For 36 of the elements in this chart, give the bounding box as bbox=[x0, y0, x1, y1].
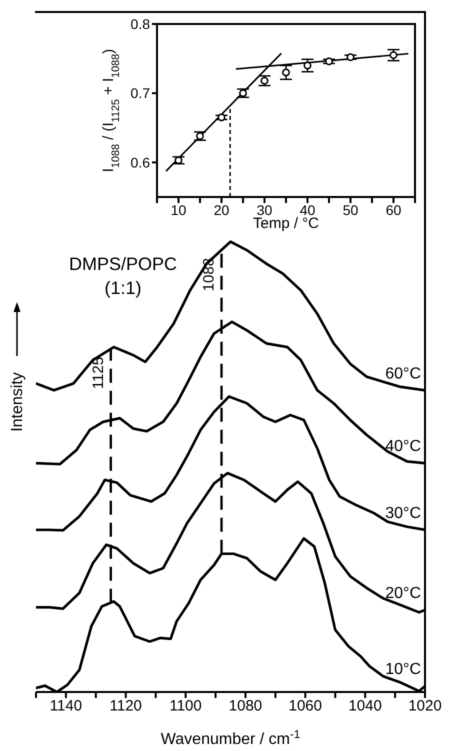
point bbox=[196, 132, 204, 140]
series-label: 20°C bbox=[385, 585, 421, 602]
x-tick-label: 1040 bbox=[348, 698, 382, 715]
series-label: 40°C bbox=[385, 438, 421, 456]
point bbox=[390, 51, 398, 60]
x-tick-label: 10 bbox=[170, 202, 186, 218]
x-tick-label: 1120 bbox=[110, 698, 142, 715]
point bbox=[239, 89, 247, 98]
point bbox=[304, 62, 312, 70]
point bbox=[282, 68, 290, 76]
x-tick-label: 50 bbox=[342, 202, 358, 218]
annotation: DMPS/POPC (1:1) bbox=[68, 253, 178, 300]
y-axis-title: Intensity bbox=[9, 372, 26, 432]
x-tick-label: 1080 bbox=[228, 698, 262, 715]
x-tick-label: 1100 bbox=[169, 698, 202, 715]
y-tick-label: 0.6 bbox=[130, 154, 150, 170]
x-tick-label: 1140 bbox=[50, 698, 82, 715]
point bbox=[174, 156, 182, 164]
x-tick-label: 1020 bbox=[408, 698, 442, 715]
x-axis-title: Temp / °C bbox=[252, 215, 320, 232]
x-tick-label: 20 bbox=[214, 202, 230, 218]
point bbox=[325, 57, 333, 66]
y-tick-label: 0.8 bbox=[130, 16, 150, 32]
x-tick-label: 40 bbox=[300, 202, 316, 218]
series-label: 60°C bbox=[385, 365, 421, 382]
x-tick-label: 30 bbox=[256, 202, 272, 218]
series-label: 10°C bbox=[385, 661, 421, 678]
series-label: 30°C bbox=[385, 504, 421, 522]
x-tick-label: 1060 bbox=[288, 698, 322, 715]
y-tick-label: 0.7 bbox=[130, 85, 150, 102]
x-axis-title: Wavenumber / cm$^{-1}$ bbox=[160, 729, 300, 748]
point bbox=[218, 113, 226, 122]
point bbox=[346, 53, 354, 62]
point bbox=[260, 76, 268, 85]
ref-line-label: 1125 bbox=[90, 356, 107, 390]
x-tick-label: 60 bbox=[386, 202, 402, 218]
